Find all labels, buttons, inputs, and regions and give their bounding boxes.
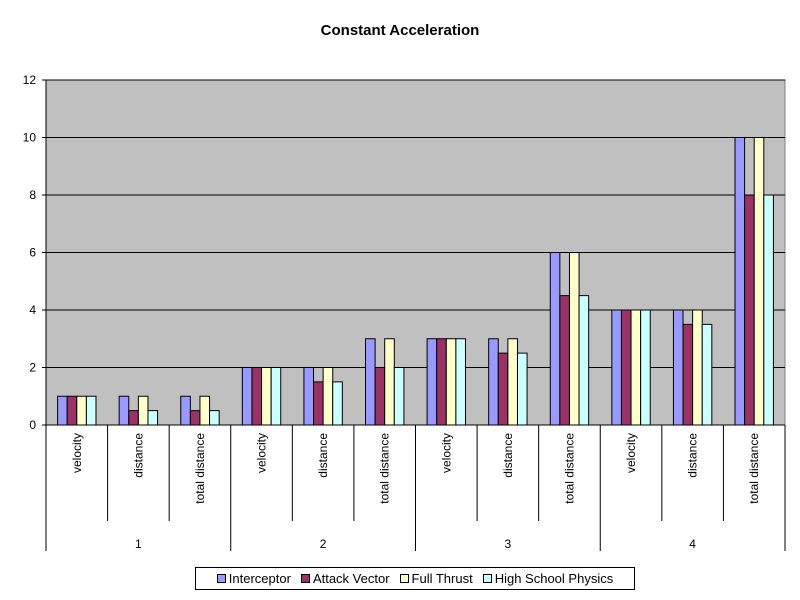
bar-attack-vector — [436, 338, 447, 426]
y-tick-label: 6 — [29, 246, 36, 260]
x-category-label: total distance — [562, 433, 576, 504]
bar-high-school-physics — [332, 381, 343, 426]
bar-full-thrust — [322, 367, 334, 426]
bar-high-school-physics — [209, 410, 220, 426]
bar-attack-vector — [374, 367, 386, 426]
x-category-label: velocity — [70, 433, 84, 473]
x-category-label: distance — [131, 433, 145, 478]
y-tick-label: 2 — [29, 361, 36, 375]
bar-high-school-physics — [516, 352, 528, 426]
x-category-label: velocity — [255, 433, 269, 473]
x-group-label: 1 — [135, 537, 142, 551]
bar-attack-vector — [497, 352, 509, 426]
bar-interceptor — [488, 338, 499, 426]
bar-attack-vector — [66, 395, 78, 426]
bar-attack-vector — [744, 194, 755, 426]
bar-full-thrust — [199, 395, 211, 426]
bar-attack-vector — [620, 309, 632, 426]
bar-attack-vector — [559, 295, 570, 426]
bar-full-thrust — [137, 395, 149, 426]
bar-attack-vector — [189, 410, 201, 426]
bar-full-thrust — [261, 367, 272, 426]
x-category-label: velocity — [439, 433, 453, 473]
bar-high-school-physics — [640, 309, 651, 426]
bar-attack-vector — [251, 367, 263, 426]
bar-full-thrust — [630, 309, 642, 426]
bar-full-thrust — [445, 338, 457, 426]
x-category-label: distance — [316, 433, 330, 478]
bar-interceptor — [303, 367, 315, 426]
legend-label: Interceptor — [228, 571, 291, 586]
legend-label: High School Physics — [494, 571, 614, 586]
bar-high-school-physics — [393, 367, 405, 426]
bar-interceptor — [611, 309, 622, 426]
y-tick-label: 8 — [29, 188, 36, 202]
bar-full-thrust — [568, 252, 580, 426]
x-category-label: distance — [501, 433, 515, 478]
bar-interceptor — [549, 252, 561, 426]
x-category-label: velocity — [624, 433, 638, 473]
bar-interceptor — [118, 395, 130, 426]
y-tick-label: 0 — [29, 418, 36, 432]
bar-interceptor — [672, 309, 684, 426]
bar-full-thrust — [76, 395, 87, 426]
bar-high-school-physics — [455, 338, 466, 426]
bar-high-school-physics — [85, 395, 97, 426]
y-tick-label: 4 — [29, 303, 36, 317]
legend-swatch — [216, 574, 226, 583]
y-tick-label: 10 — [23, 131, 37, 145]
x-category-label: total distance — [747, 433, 761, 504]
chart-title: Constant Acceleration — [320, 22, 480, 39]
legend-item: High School Physics — [482, 571, 614, 586]
bar-attack-vector — [128, 410, 139, 426]
x-group-label: 4 — [689, 537, 696, 551]
legend-label: Full Thrust — [411, 571, 473, 586]
x-category-label: total distance — [193, 433, 207, 504]
bar-full-thrust — [753, 137, 765, 426]
bar-interceptor — [241, 367, 253, 426]
bar-attack-vector — [313, 381, 324, 426]
bar-high-school-physics — [701, 323, 713, 426]
x-group-label: 3 — [505, 537, 512, 551]
legend-item: Full Thrust — [399, 571, 473, 586]
bar-high-school-physics — [147, 410, 159, 426]
x-category-label: distance — [686, 433, 700, 478]
legend-item: Interceptor — [216, 571, 291, 586]
legend-item: Attack Vector — [300, 571, 390, 586]
bar-interceptor — [426, 338, 438, 426]
legend-swatch — [399, 574, 409, 583]
bar-interceptor — [365, 338, 376, 426]
bar-high-school-physics — [578, 295, 590, 426]
bar-interceptor — [180, 395, 191, 426]
bar-full-thrust — [507, 338, 518, 426]
bar-attack-vector — [682, 323, 694, 426]
bar-high-school-physics — [270, 367, 282, 426]
x-group-label: 2 — [320, 537, 327, 551]
bar-interceptor — [57, 395, 68, 426]
bar-full-thrust — [384, 338, 395, 426]
legend-swatch — [482, 574, 492, 583]
bar-interceptor — [734, 137, 746, 426]
x-category-label: total distance — [378, 433, 392, 504]
legend-label: Attack Vector — [312, 571, 390, 586]
legend: Interceptor Attack Vector Full Thrust High … — [195, 567, 635, 590]
y-tick-label: 12 — [23, 73, 37, 87]
bar-full-thrust — [692, 309, 703, 426]
bar-high-school-physics — [763, 194, 774, 426]
legend-swatch — [300, 574, 310, 583]
